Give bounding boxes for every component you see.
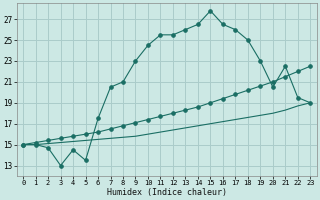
X-axis label: Humidex (Indice chaleur): Humidex (Indice chaleur) [107,188,227,197]
